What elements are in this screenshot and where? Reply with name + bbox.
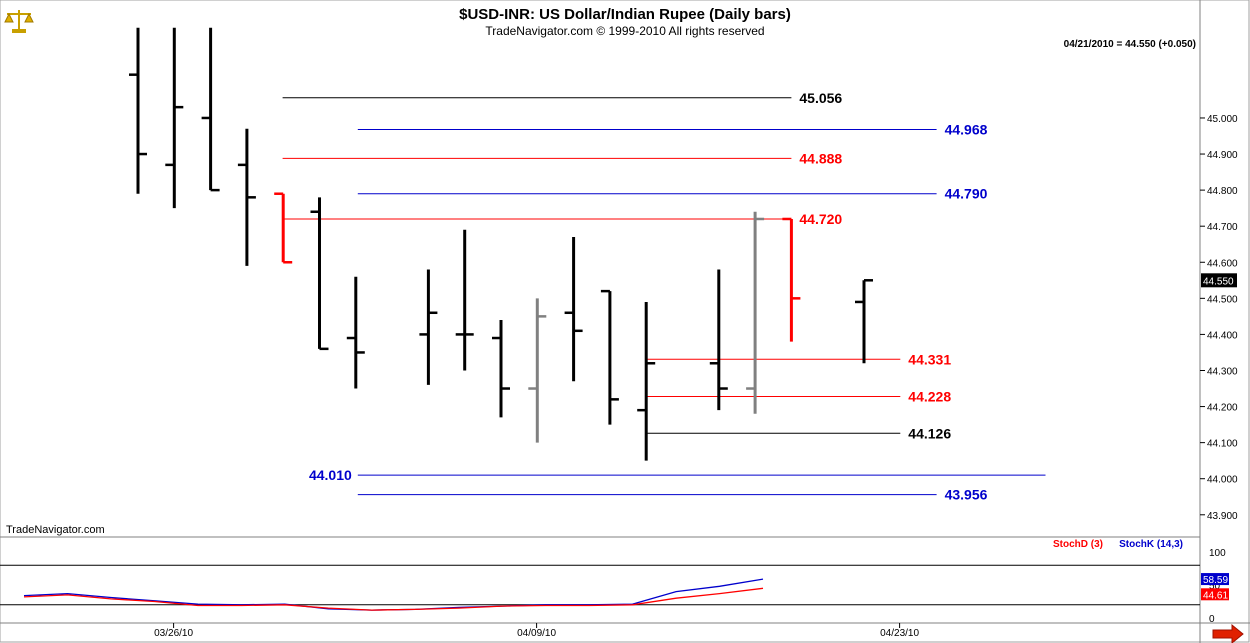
ohlc-bar <box>528 298 547 443</box>
ohlc-bar <box>455 229 474 371</box>
stoch-tick-label: 50 <box>1209 581 1221 592</box>
level-label: 45.056 <box>799 90 842 106</box>
level-label: 44.888 <box>799 150 842 166</box>
level-label: 44.010 <box>309 467 352 483</box>
watermark-text: TradeNavigator.com <box>6 524 105 536</box>
ohlc-bar <box>201 27 220 192</box>
stochd-last-label: 44.61 <box>1203 590 1228 601</box>
ohlc-bar <box>129 27 147 194</box>
level-label: 44.126 <box>908 425 951 441</box>
support-resistance-levels: 45.056 44.968 44.888 44.790 44.720 44.331 44.2… <box>282 90 1046 503</box>
price-tick-label: 44.200 <box>1207 403 1238 414</box>
stochd-last-box <box>1201 588 1229 601</box>
price-tick-label: 44.600 <box>1207 258 1238 269</box>
price-tick-label: 44.900 <box>1207 150 1238 161</box>
last-price-box <box>1201 273 1237 288</box>
date-axis: 03/26/10 04/09/10 04/23/10 <box>154 623 919 639</box>
last-quote-text: 04/21/2010 = 44.550 (+0.050) <box>1064 39 1196 50</box>
stoch-tick-label: 0 <box>1209 614 1215 625</box>
last-price-label: 44.550 <box>1203 276 1234 287</box>
level-label: 44.968 <box>945 122 988 138</box>
ohlc-bar <box>346 276 365 389</box>
price-tick-label: 44.500 <box>1207 294 1238 305</box>
ohlc-bar <box>237 128 256 266</box>
scales-logo-icon <box>4 10 34 33</box>
ohlc-bar <box>310 197 329 351</box>
price-axis: 45.000 44.900 44.800 44.700 44.600 44.500 44.4… <box>1200 114 1238 522</box>
ohlc-bar <box>637 301 656 461</box>
ohlc-bar <box>564 237 583 382</box>
price-tick-label: 43.900 <box>1207 511 1238 522</box>
legend-stochk: StochK (14,3) <box>1119 539 1183 550</box>
price-tick-label: 44.400 <box>1207 330 1238 341</box>
ohlc-bar <box>782 217 801 342</box>
legend-stochd: StochD (3) <box>1053 539 1103 550</box>
price-tick-label: 44.300 <box>1207 366 1238 377</box>
stochastic-panel: 100 50 0 StochD (3) StochK (14,3) 58.59 44.61 <box>0 539 1229 625</box>
date-tick-label: 04/09/10 <box>517 628 556 639</box>
price-tick-label: 45.000 <box>1207 114 1238 125</box>
stoch-tick-label: 100 <box>1209 548 1226 559</box>
ohlc-bar <box>274 192 293 264</box>
price-tick-label: 44.000 <box>1207 475 1238 486</box>
ohlc-bar <box>600 289 619 425</box>
ohlc-bar <box>709 269 728 411</box>
stochk-last-box <box>1201 573 1229 586</box>
copyright-text: TradeNavigator.com © 1999-2010 All right… <box>485 24 764 38</box>
price-tick-label: 44.100 <box>1207 439 1238 450</box>
date-tick-label: 03/26/10 <box>154 628 193 639</box>
ohlc-bar <box>165 27 184 209</box>
price-tick-label: 44.700 <box>1207 222 1238 233</box>
ohlc-bar <box>419 269 438 385</box>
level-label: 44.228 <box>908 388 951 404</box>
ohlc-bar <box>746 211 765 414</box>
level-label: 43.956 <box>945 487 988 503</box>
level-label: 44.720 <box>799 211 842 227</box>
level-label: 44.790 <box>945 186 988 202</box>
price-tick-label: 44.800 <box>1207 186 1238 197</box>
stoch-series-line <box>23 587 764 611</box>
right-arrow-icon[interactable] <box>1212 623 1244 643</box>
chart-title: $USD-INR: US Dollar/Indian Rupee (Daily … <box>459 6 791 23</box>
ohlc-bar <box>492 319 510 418</box>
date-tick-label: 04/23/10 <box>880 628 919 639</box>
level-label: 44.331 <box>908 351 951 367</box>
stochk-last-label: 58.59 <box>1203 575 1228 586</box>
ohlc-bar <box>855 279 873 364</box>
ohlc-bars <box>129 27 873 461</box>
